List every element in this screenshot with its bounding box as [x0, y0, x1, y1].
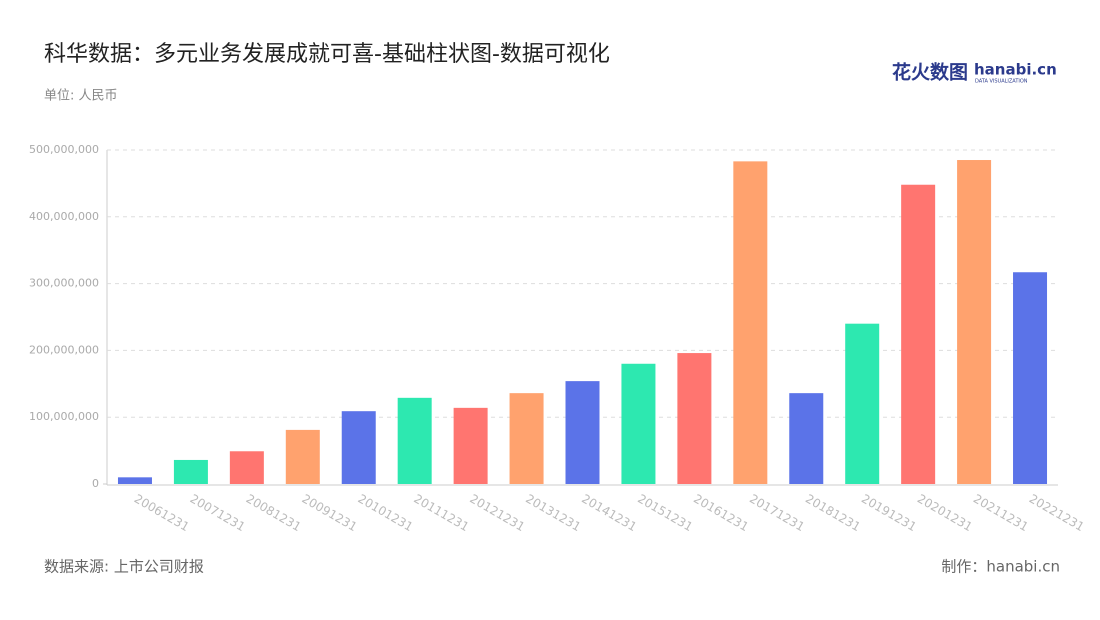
bar: [285, 429, 320, 484]
bar: [733, 161, 768, 484]
bar: [621, 363, 656, 484]
bar: [509, 393, 544, 484]
logo-site: hanabi.cn: [974, 61, 1057, 79]
bar: [1013, 272, 1048, 484]
y-tick-label: 0: [92, 477, 99, 490]
bar: [845, 323, 880, 484]
bar: [173, 459, 208, 484]
chart-subtitle: 单位: 人民币: [44, 89, 118, 104]
credit: 制作：hanabi.cn: [941, 558, 1060, 576]
bar: [677, 353, 712, 484]
bar: [341, 411, 376, 484]
bar: [397, 397, 432, 484]
y-tick-label: 300,000,000: [29, 277, 99, 290]
logo-name: 花火数图: [892, 61, 968, 84]
chart-title: 科华数据：多元业务发展成就可喜-基础柱状图-数据可视化: [44, 42, 610, 67]
bar: [901, 184, 936, 484]
y-tick-label: 500,000,000: [29, 143, 99, 156]
source-note: 数据来源: 上市公司财报: [44, 558, 204, 576]
logo-tagline: DATA VISUALIZATION: [975, 79, 1028, 85]
bar: [789, 393, 824, 484]
y-tick-label: 100,000,000: [29, 410, 99, 423]
bar: [453, 407, 488, 484]
bar: [229, 451, 264, 484]
y-tick-label: 400,000,000: [29, 210, 99, 223]
bar: [117, 477, 152, 484]
y-tick-label: 200,000,000: [29, 343, 99, 356]
bar: [565, 381, 600, 484]
bar: [957, 160, 992, 484]
